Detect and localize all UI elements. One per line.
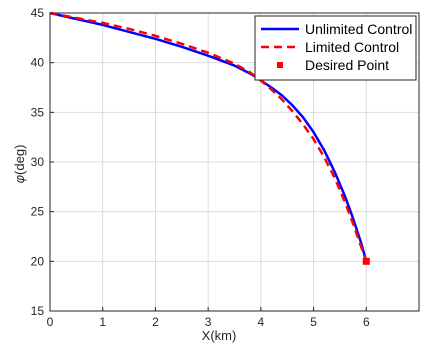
y-tick-label: 30: [31, 155, 45, 169]
y-tick-label: 25: [31, 205, 45, 219]
legend-entry-label: Desired Point: [305, 57, 389, 73]
desired-point-marker: [362, 257, 370, 265]
x-tick-label: 2: [152, 315, 159, 329]
y-axis-label-symbol: φ: [12, 174, 27, 183]
axes-box: [49, 12, 420, 312]
limited-control-line: [49, 11, 368, 262]
x-tick-label: 6: [363, 315, 370, 329]
legend-entry-label: Unlimited Control: [305, 21, 412, 37]
legend-swatch-marker: [277, 62, 283, 68]
x-axis-label: X(km): [202, 328, 237, 343]
y-tick-label: 45: [31, 6, 45, 20]
legend-entry-label: Limited Control: [305, 39, 399, 55]
unlimited-control-line: [49, 11, 368, 262]
y-tick-label: 15: [31, 304, 45, 318]
x-tick-label: 1: [99, 315, 106, 329]
y-axis-label-text: (deg): [12, 145, 27, 175]
legend: Unlimited Control Limited Control Desired …: [254, 15, 417, 81]
y-tick-label: 40: [31, 56, 45, 70]
series-group: [49, 11, 370, 265]
x-tick-label: 0: [47, 315, 54, 329]
axes-frame: [49, 12, 420, 312]
y-axis-label: φ(deg): [12, 145, 27, 184]
x-tick-label: 5: [310, 315, 317, 329]
x-tick-label: 4: [258, 315, 265, 329]
x-tick-label: 3: [205, 315, 212, 329]
y-tick-label: 35: [31, 105, 45, 119]
y-tick-label: 20: [31, 254, 45, 268]
